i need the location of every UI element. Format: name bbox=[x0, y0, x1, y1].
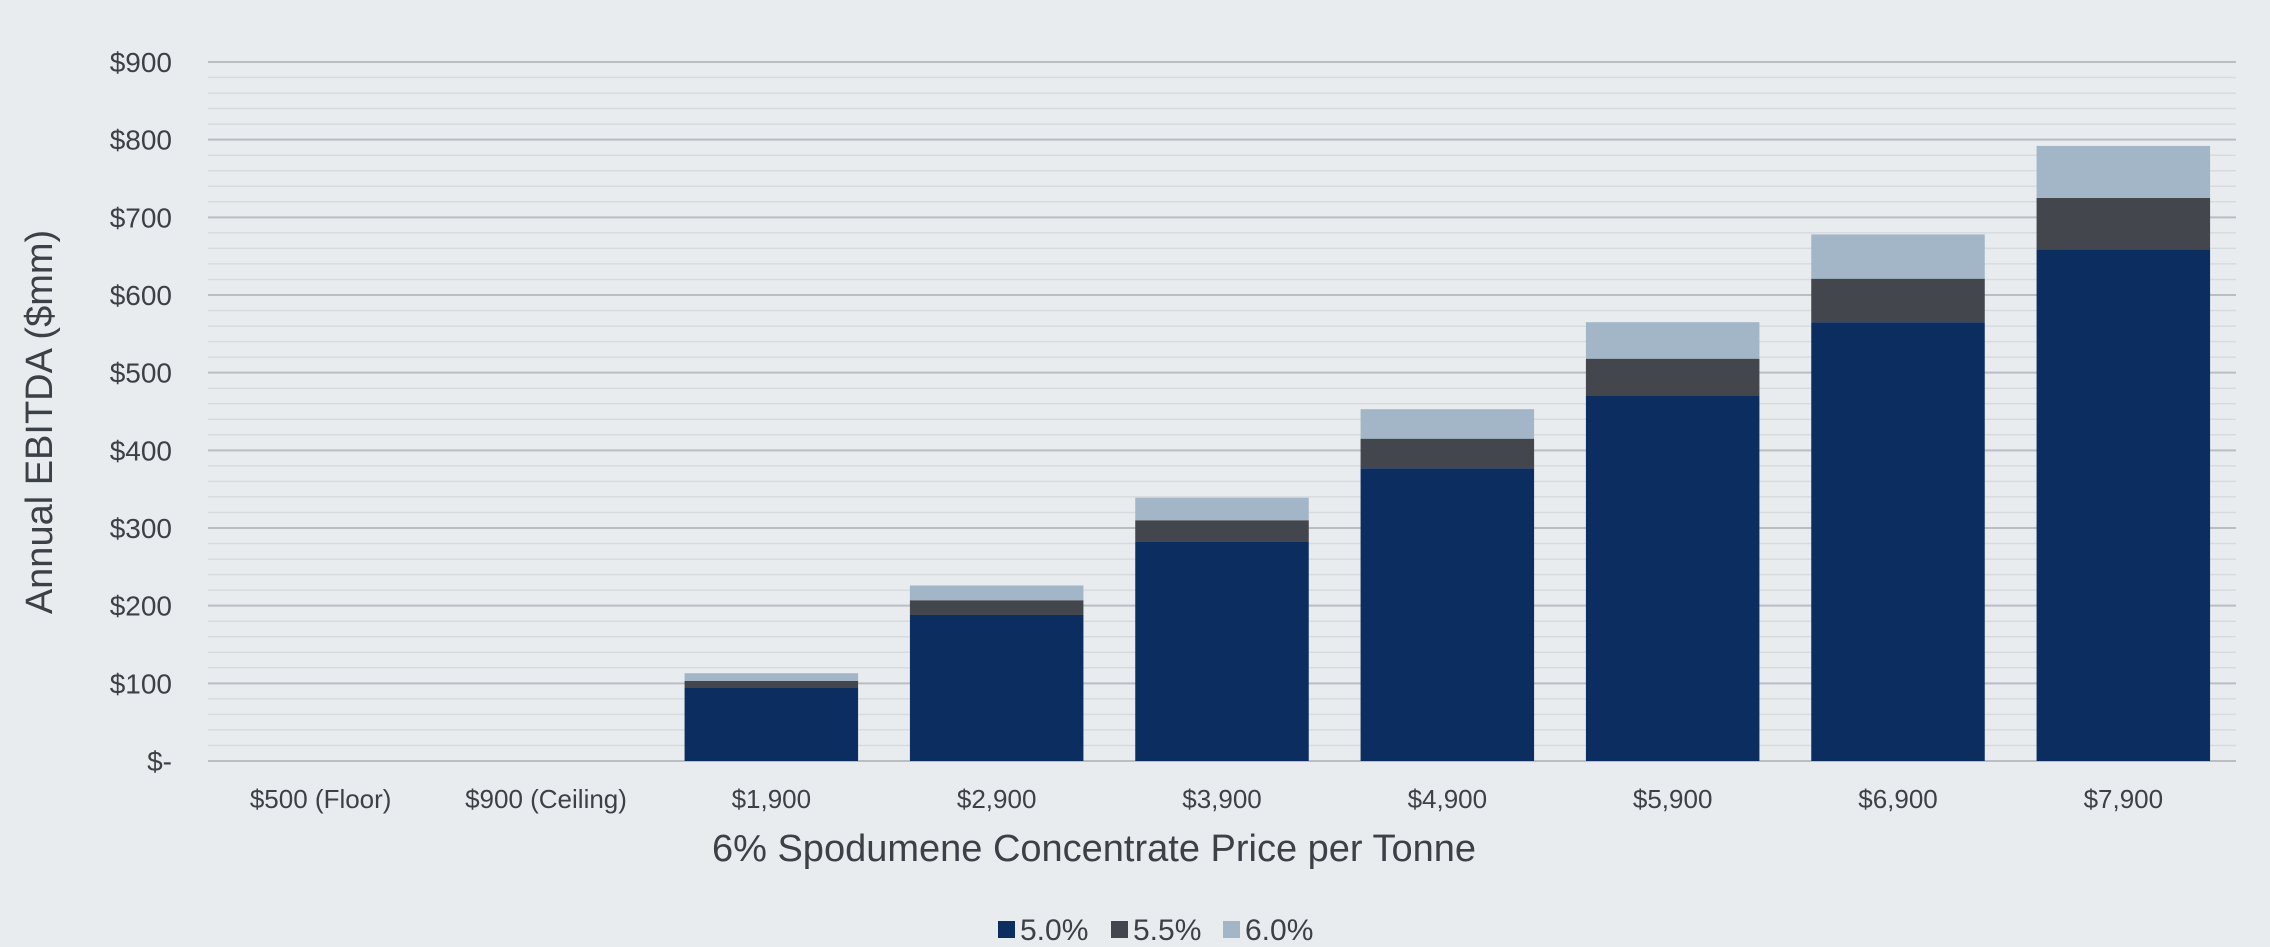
bar-segment-6-0- bbox=[1135, 497, 1309, 521]
bar-segment-5-0- bbox=[2036, 249, 2211, 761]
y-tick-label: $600 bbox=[110, 280, 172, 311]
y-tick-label: $900 bbox=[110, 47, 172, 78]
bar-segment-5-5- bbox=[909, 600, 1084, 615]
y-tick-label: $100 bbox=[110, 668, 172, 699]
bars bbox=[684, 145, 2211, 761]
x-tick-label: $1,900 bbox=[732, 784, 812, 814]
x-tick-label: $3,900 bbox=[1182, 784, 1262, 814]
legend: 5.0% 5.5% 6.0% bbox=[998, 914, 1313, 947]
x-tick-label: $7,900 bbox=[2084, 784, 2164, 814]
bar-segment-6-0- bbox=[1585, 322, 1760, 359]
x-tick-label: $4,900 bbox=[1408, 784, 1488, 814]
bar-segment-5-0- bbox=[1360, 468, 1535, 761]
bar-segment-5-5- bbox=[1135, 520, 1309, 542]
bar-segment-5-5- bbox=[684, 681, 859, 688]
legend-label: 5.0% bbox=[1020, 914, 1088, 947]
legend-swatch bbox=[998, 921, 1015, 938]
bar-segment-5-5- bbox=[2036, 197, 2211, 250]
x-tick-label: $5,900 bbox=[1633, 784, 1713, 814]
x-tick-label: $500 (Floor) bbox=[250, 784, 392, 814]
x-tick-label: $2,900 bbox=[957, 784, 1037, 814]
bar-segment-6-0- bbox=[684, 673, 859, 682]
y-tick-label: $500 bbox=[110, 358, 172, 389]
x-axis-title: 6% Spodumene Concentrate Price per Tonne bbox=[712, 828, 1476, 870]
x-axis-ticks: $500 (Floor) $900 (Ceiling) $1,900 $2,900 $3… bbox=[250, 784, 2163, 814]
bar-segment-5-5- bbox=[1360, 438, 1535, 469]
bar-segment-5-0- bbox=[684, 687, 859, 761]
x-tick-label: $900 (Ceiling) bbox=[465, 784, 627, 814]
y-tick-label: $300 bbox=[110, 513, 172, 544]
legend-label: 5.5% bbox=[1133, 914, 1201, 947]
bar-segment-6-0- bbox=[1811, 234, 1985, 279]
bar-segment-5-5- bbox=[1585, 358, 1760, 396]
bar-segment-5-0- bbox=[1135, 541, 1309, 761]
legend-label: 6.0% bbox=[1245, 914, 1313, 947]
y-tick-label: $400 bbox=[110, 435, 172, 466]
legend-swatch bbox=[1223, 921, 1240, 938]
bar-segment-6-0- bbox=[1360, 409, 1535, 439]
bar-segment-5-0- bbox=[1811, 322, 1985, 761]
bar-segment-6-0- bbox=[2036, 145, 2211, 198]
legend-swatch bbox=[1111, 921, 1128, 938]
bar-segment-5-0- bbox=[909, 614, 1084, 761]
y-tick-label: $700 bbox=[110, 202, 172, 233]
y-axis-title: Annual EBITDA ($mm) bbox=[19, 230, 61, 614]
bar-segment-6-0- bbox=[909, 585, 1084, 601]
x-tick-label: $6,900 bbox=[1858, 784, 1938, 814]
bar-segment-5-5- bbox=[1811, 278, 1985, 323]
bar-segment-5-0- bbox=[1585, 395, 1760, 761]
y-tick-label: $200 bbox=[110, 591, 172, 622]
y-axis-ticks: $- $100 $200 $300 $400 $500 $600 $700 $800 $900 bbox=[110, 47, 172, 777]
y-tick-label: $- bbox=[147, 746, 172, 777]
y-tick-label: $800 bbox=[110, 125, 172, 156]
